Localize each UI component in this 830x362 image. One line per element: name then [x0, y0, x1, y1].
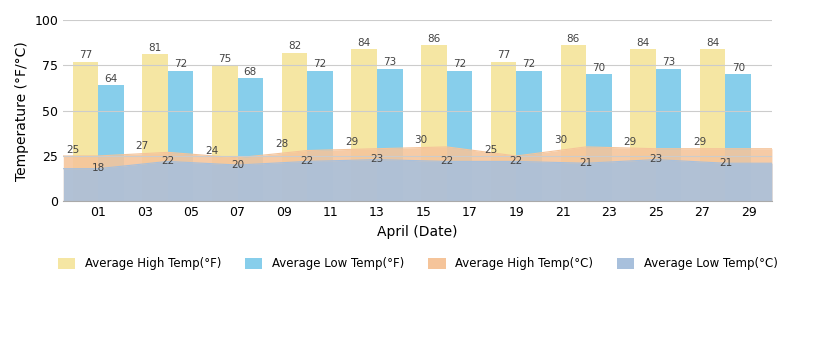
Text: 22: 22 — [300, 156, 314, 166]
Bar — [516, 71, 542, 201]
Text: 30: 30 — [414, 135, 427, 146]
Text: 73: 73 — [383, 58, 397, 67]
Bar — [72, 62, 98, 201]
Text: 86: 86 — [427, 34, 441, 44]
Text: 23: 23 — [649, 154, 662, 164]
Text: 77: 77 — [497, 50, 510, 60]
Bar — [491, 62, 516, 201]
Text: 75: 75 — [218, 54, 232, 64]
Text: 70: 70 — [593, 63, 605, 73]
Text: 68: 68 — [244, 67, 257, 77]
Text: 84: 84 — [706, 38, 720, 47]
Text: 70: 70 — [732, 63, 745, 73]
Text: 22: 22 — [510, 156, 523, 166]
X-axis label: April (Date): April (Date) — [378, 225, 458, 239]
Text: 82: 82 — [288, 41, 301, 51]
Bar — [307, 71, 333, 201]
Text: 86: 86 — [567, 34, 580, 44]
Text: 29: 29 — [693, 137, 706, 147]
Bar — [377, 69, 403, 201]
Text: 72: 72 — [174, 59, 188, 69]
Text: 77: 77 — [79, 50, 92, 60]
Text: 23: 23 — [370, 154, 383, 164]
Bar — [351, 49, 377, 201]
Text: 72: 72 — [314, 59, 327, 69]
Bar — [237, 78, 263, 201]
Bar — [281, 52, 307, 201]
Text: 72: 72 — [453, 59, 466, 69]
Text: 29: 29 — [344, 137, 358, 147]
Text: 18: 18 — [91, 163, 105, 173]
Bar — [168, 71, 193, 201]
Text: 20: 20 — [231, 160, 244, 169]
Text: 25: 25 — [484, 144, 497, 155]
Text: 24: 24 — [205, 146, 218, 156]
Text: 84: 84 — [358, 38, 371, 47]
Bar — [560, 45, 586, 201]
Legend: Average High Temp(°F), Average Low Temp(°F), Average High Temp(°C), Average Low : Average High Temp(°F), Average Low Temp(… — [53, 253, 783, 275]
Text: 64: 64 — [105, 74, 118, 84]
Bar — [98, 85, 124, 201]
Text: 21: 21 — [579, 158, 593, 168]
Bar — [212, 65, 237, 201]
Text: 29: 29 — [623, 137, 637, 147]
Text: 30: 30 — [554, 135, 567, 146]
Bar — [656, 69, 681, 201]
Bar — [725, 74, 751, 201]
Y-axis label: Temperature (°F/°C): Temperature (°F/°C) — [15, 41, 29, 181]
Bar — [630, 49, 656, 201]
Text: 21: 21 — [719, 158, 732, 168]
Bar — [586, 74, 612, 201]
Text: 22: 22 — [440, 156, 453, 166]
Bar — [421, 45, 447, 201]
Text: 81: 81 — [149, 43, 162, 53]
Text: 27: 27 — [135, 141, 149, 151]
Bar — [700, 49, 725, 201]
Text: 28: 28 — [275, 139, 288, 149]
Text: 22: 22 — [161, 156, 174, 166]
Text: 25: 25 — [66, 144, 79, 155]
Text: 84: 84 — [637, 38, 650, 47]
Bar — [447, 71, 472, 201]
Bar — [142, 54, 168, 201]
Text: 72: 72 — [523, 59, 535, 69]
Text: 73: 73 — [662, 58, 675, 67]
